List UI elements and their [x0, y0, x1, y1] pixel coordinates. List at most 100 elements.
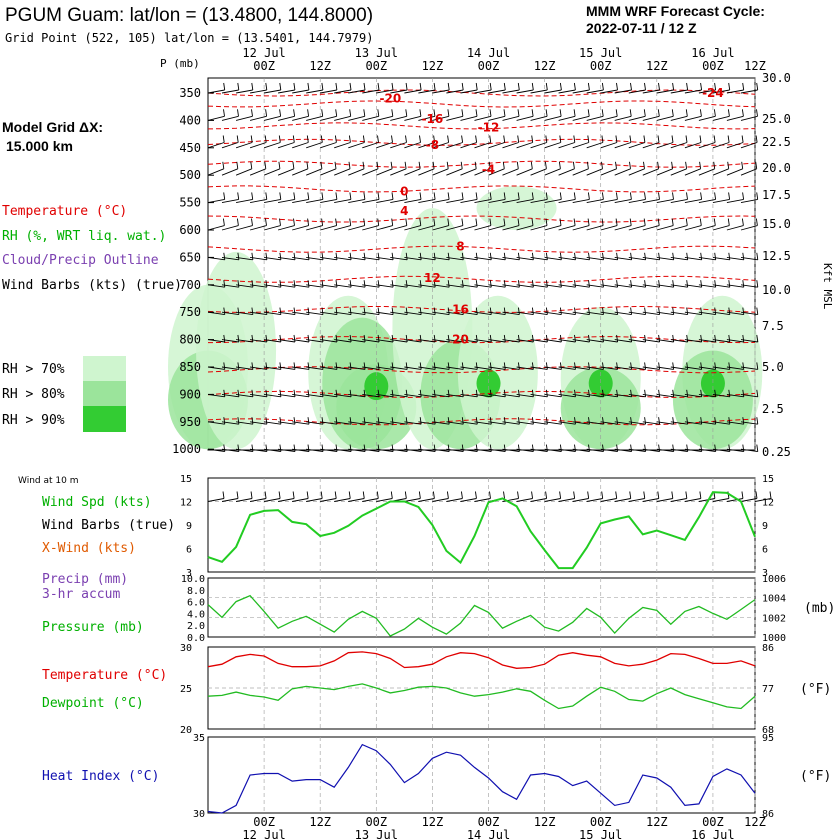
- bottom-time-label: 12Z: [744, 815, 766, 829]
- wind-barb: [670, 362, 689, 370]
- wind-barb: [712, 218, 730, 231]
- legend-cloud: Cloud/Precip Outline: [2, 253, 159, 268]
- wind-barb: [600, 82, 618, 94]
- heat-index-frame: [207, 736, 756, 814]
- height-tick-label: 17.5: [762, 188, 791, 202]
- wind-barb: [600, 389, 619, 398]
- legend-rh70-label: RH > 70%: [2, 362, 65, 377]
- wind-barb: [278, 389, 296, 398]
- wind-barb: [264, 192, 282, 204]
- pressure-tick-right: 1006: [762, 574, 786, 585]
- height-tick-label: 30.0: [762, 71, 791, 85]
- surface-wind-barb: [207, 491, 225, 502]
- wind-barb: [614, 192, 632, 204]
- bottom-time-label: 00Z: [590, 815, 612, 829]
- wind-barb: [642, 82, 660, 94]
- wind-barb: [712, 135, 730, 149]
- wind-barb: [418, 161, 435, 176]
- wind-barb: [544, 82, 562, 94]
- wind-barb: [348, 252, 366, 261]
- wind-barb: [376, 362, 394, 370]
- wind-barb: [740, 252, 759, 261]
- wind-barb: [376, 82, 394, 94]
- wind-barb: [572, 307, 590, 316]
- wind-barb: [726, 82, 745, 94]
- wind-barb: [460, 192, 478, 204]
- wind-barb: [334, 135, 351, 149]
- wind-speed-tick-right: 3: [762, 568, 768, 579]
- wind-barb: [572, 362, 590, 370]
- wind-barb: [530, 135, 548, 149]
- wind-barb: [348, 389, 366, 398]
- wind-barb: [460, 280, 478, 288]
- wind-barb: [614, 161, 631, 176]
- wind-barb: [684, 109, 702, 121]
- pressure-tick-label: 650: [179, 250, 201, 264]
- legend-pressure: Pressure (mb): [42, 620, 144, 635]
- wind-barb: [488, 362, 506, 370]
- wind-barb: [684, 417, 703, 425]
- wind-barb: [642, 307, 661, 316]
- wind-barb: [236, 444, 254, 453]
- wind-barb: [221, 307, 240, 316]
- wind-barb: [698, 334, 717, 343]
- wind-barb: [614, 82, 632, 94]
- height-tick-label: 2.5: [762, 402, 784, 416]
- temperature-contour-label: 0: [400, 185, 408, 199]
- wind-barb: [614, 444, 633, 453]
- wind-barb: [278, 192, 296, 204]
- wind-barb: [726, 334, 745, 343]
- temp-tick-left: 25: [180, 684, 192, 695]
- wind-barb: [221, 161, 239, 176]
- height-tick-label: 25.0: [762, 112, 791, 126]
- rh-shading-area: [336, 364, 417, 450]
- wind-barb: [614, 218, 632, 231]
- bottom-day-label: 14 Jul: [467, 828, 510, 840]
- pressure-tick-right: 1002: [762, 613, 786, 624]
- wind-barb: [558, 192, 576, 204]
- wind-barb: [446, 109, 464, 121]
- heat-index-tick-left: 35: [193, 733, 205, 744]
- wind-barb: [376, 417, 394, 425]
- wind-barb: [320, 389, 338, 398]
- wind-barb: [740, 334, 759, 343]
- wind-barb: [530, 192, 548, 204]
- pressure-tick-label: 400: [179, 113, 201, 127]
- wind-barb: [586, 307, 604, 316]
- wind-barb: [278, 82, 296, 94]
- wind-barb: [586, 135, 604, 149]
- wind-barb: [684, 334, 703, 343]
- wind-barb: [642, 218, 660, 231]
- wind-barb: [586, 252, 604, 261]
- wind-barb: [628, 444, 647, 453]
- wind-barb: [628, 280, 647, 288]
- height-tick-label: 15.0: [762, 217, 791, 231]
- height-tick-label: 12.5: [762, 249, 791, 263]
- wind-barb: [558, 280, 576, 288]
- wind-barb: [712, 334, 731, 343]
- bottom-time-label: 00Z: [702, 815, 724, 829]
- wind-speed-tick-right: 15: [762, 474, 774, 485]
- surface-wind-barb: [362, 491, 379, 502]
- wind-barb: [236, 389, 254, 398]
- wind-barb: [558, 252, 576, 261]
- wind-barb: [544, 389, 562, 398]
- wind-barb: [292, 280, 310, 288]
- wind-speed-tick-left: 6: [186, 545, 192, 556]
- wind-barb: [656, 109, 674, 121]
- wind-barb: [390, 389, 408, 398]
- wind-barb: [698, 252, 717, 261]
- wind-barb: [614, 334, 633, 343]
- wind-barb: [642, 109, 660, 121]
- wind-barb: [726, 444, 745, 453]
- wind-barb: [670, 280, 689, 288]
- wind-barb: [544, 161, 561, 176]
- wind-barb: [446, 252, 464, 261]
- wind-barb: [726, 135, 744, 149]
- height-tick-label: 10.0: [762, 283, 791, 297]
- wind-barb: [586, 389, 604, 398]
- wind-barb: [530, 161, 547, 176]
- surface-wind-barb: [516, 491, 534, 502]
- wind-barb: [530, 218, 548, 231]
- wind-barb: [221, 135, 239, 149]
